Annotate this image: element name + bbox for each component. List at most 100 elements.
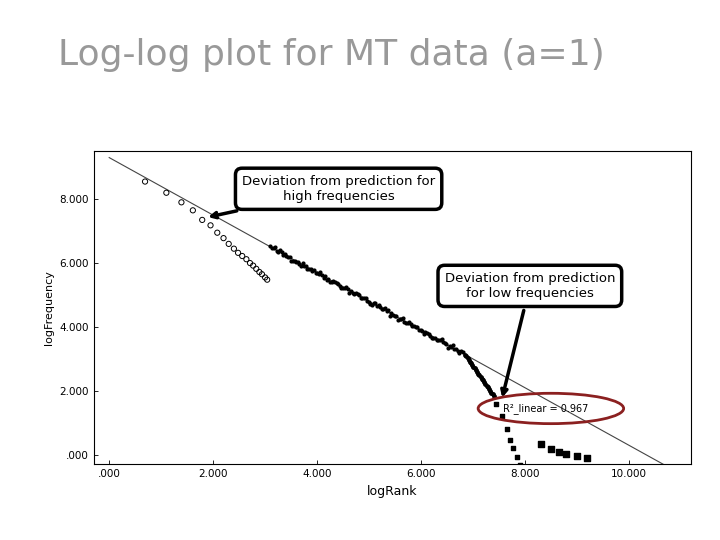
- Point: [366, 300, 378, 309]
- Point: [290, 258, 302, 267]
- Point: [429, 334, 441, 343]
- Point: [381, 307, 392, 315]
- Point: [553, 448, 564, 457]
- Point: [508, 444, 519, 453]
- Point: [333, 280, 344, 289]
- Point: [449, 345, 460, 353]
- Point: [390, 312, 402, 321]
- Point: [276, 248, 287, 256]
- Point: [330, 279, 342, 287]
- Point: [318, 273, 329, 282]
- Point: [481, 381, 492, 390]
- Point: [374, 303, 386, 312]
- Point: [452, 346, 464, 355]
- Point: [316, 271, 328, 280]
- Point: [268, 244, 279, 252]
- Point: [228, 245, 240, 253]
- Point: [273, 247, 284, 256]
- Point: [287, 257, 299, 266]
- Point: [360, 294, 372, 302]
- Point: [382, 306, 394, 314]
- Point: [297, 259, 308, 267]
- Point: [433, 336, 444, 345]
- Point: [342, 285, 354, 294]
- Point: [307, 267, 318, 276]
- Point: [463, 355, 474, 364]
- Point: [438, 338, 449, 347]
- Point: [475, 373, 487, 381]
- Point: [308, 266, 320, 275]
- Point: [248, 261, 259, 270]
- Point: [176, 198, 187, 207]
- Point: [582, 454, 593, 462]
- Point: [399, 318, 410, 326]
- Point: [369, 299, 381, 307]
- Point: [415, 326, 426, 335]
- Point: [408, 321, 420, 330]
- Point: [474, 371, 485, 380]
- Point: [365, 299, 377, 308]
- Point: [482, 383, 493, 391]
- Point: [434, 336, 446, 345]
- Point: [468, 362, 480, 371]
- Point: [455, 347, 467, 355]
- Point: [423, 330, 434, 339]
- Point: [545, 445, 557, 454]
- Y-axis label: logFrequency: logFrequency: [44, 271, 54, 345]
- Point: [397, 314, 408, 322]
- Point: [310, 268, 321, 277]
- Point: [450, 345, 462, 354]
- Point: [527, 491, 539, 500]
- Point: [420, 328, 431, 336]
- Point: [328, 277, 339, 286]
- Point: [441, 340, 452, 349]
- Point: [428, 333, 439, 342]
- Point: [356, 294, 368, 302]
- Point: [233, 248, 244, 257]
- Point: [407, 322, 418, 330]
- Point: [571, 452, 582, 461]
- Point: [311, 269, 323, 278]
- Point: [320, 272, 331, 280]
- Point: [284, 253, 295, 261]
- X-axis label: logRank: logRank: [367, 485, 418, 498]
- Point: [337, 284, 348, 292]
- Point: [336, 284, 347, 292]
- Text: R²_linear = 0.967: R²_linear = 0.967: [503, 403, 588, 414]
- Point: [355, 294, 366, 302]
- Point: [315, 268, 326, 276]
- Point: [253, 268, 265, 276]
- Point: [416, 327, 428, 336]
- Point: [454, 348, 465, 357]
- Point: [405, 320, 417, 328]
- Point: [459, 350, 471, 359]
- Point: [483, 385, 495, 394]
- Point: [439, 339, 451, 347]
- Point: [490, 400, 502, 408]
- Point: [516, 467, 528, 475]
- Point: [395, 314, 407, 323]
- Point: [402, 319, 413, 328]
- Point: [363, 297, 374, 306]
- Point: [324, 278, 336, 287]
- Point: [377, 305, 389, 313]
- Point: [461, 352, 472, 361]
- Point: [476, 374, 487, 383]
- Point: [485, 388, 497, 397]
- Point: [464, 357, 476, 366]
- Point: [529, 498, 541, 507]
- Point: [350, 289, 361, 298]
- Point: [368, 299, 379, 307]
- Point: [251, 265, 262, 273]
- Point: [292, 257, 304, 266]
- Point: [244, 259, 256, 267]
- Point: [480, 380, 491, 388]
- Point: [472, 368, 483, 376]
- Point: [462, 354, 473, 362]
- Point: [472, 369, 484, 378]
- Point: [266, 244, 278, 252]
- Point: [436, 335, 447, 343]
- Point: [496, 412, 508, 421]
- Point: [341, 283, 352, 292]
- Point: [139, 177, 150, 186]
